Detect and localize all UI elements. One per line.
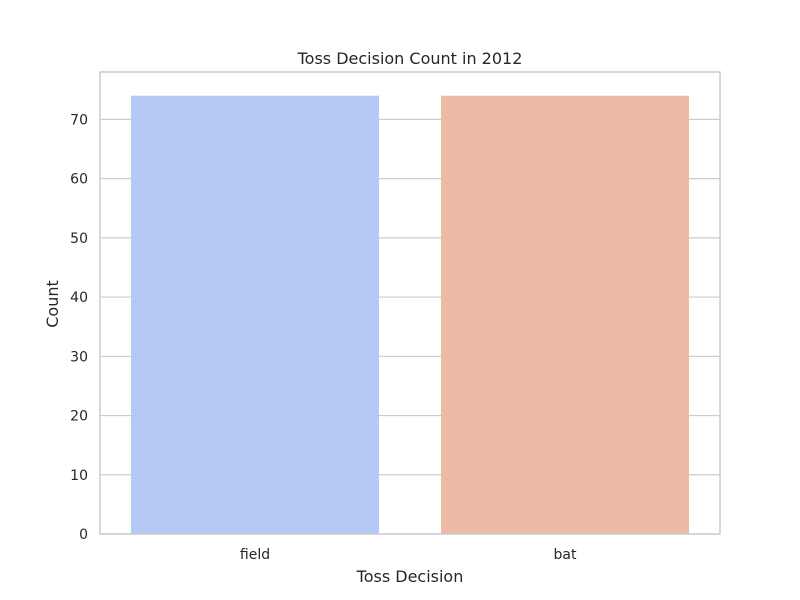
y-tick-labels: 0 10 20 30 40 50 60 70	[70, 112, 88, 543]
y-tick-label: 70	[70, 112, 88, 128]
plot-frame	[99, 71, 721, 535]
y-tick-label: 10	[70, 468, 88, 484]
y-axis-label: Count	[43, 280, 62, 328]
x-tick-label-field: field	[240, 547, 270, 563]
bar-bat	[441, 95, 689, 534]
y-tick-label: 60	[70, 172, 88, 188]
y-tick-label: 50	[70, 231, 88, 247]
x-axis-label: Toss Decision	[356, 567, 464, 586]
y-tick-label: 20	[70, 409, 88, 425]
x-tick-labels: field bat	[240, 547, 577, 563]
y-tick-label: 30	[70, 349, 88, 365]
y-tick-label: 40	[70, 290, 88, 306]
chart-title: Toss Decision Count in 2012	[297, 49, 523, 68]
x-tick-label-bat: bat	[554, 547, 577, 563]
bar-field	[131, 95, 379, 534]
y-tick-label: 0	[79, 527, 88, 543]
bars-group	[131, 95, 689, 534]
